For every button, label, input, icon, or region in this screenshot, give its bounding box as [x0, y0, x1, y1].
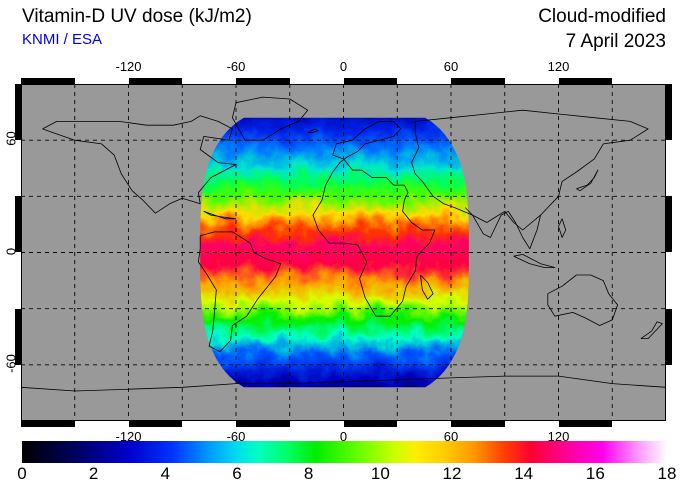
axis-ticks-left	[15, 84, 21, 421]
tick-segment	[451, 78, 505, 84]
tick-segment	[666, 364, 672, 421]
agency-credit: KNMI / ESA	[22, 31, 103, 48]
axis-labels-left: 60 0 -60	[1, 0, 21, 490]
tick-segment	[74, 421, 129, 427]
date-label: 7 April 2023	[565, 31, 666, 52]
tick-segment	[558, 421, 613, 427]
tick-segment	[15, 252, 21, 309]
axis-ticks-right	[666, 84, 672, 421]
tick-segment	[289, 78, 344, 84]
tick-segment	[21, 78, 75, 84]
tick-segment	[666, 84, 672, 141]
tick-segment	[15, 308, 21, 365]
axis-tick-label-lat: -60	[3, 353, 19, 373]
colorbar-tick-label: 2	[88, 464, 99, 483]
product-mode-label: Cloud-modified	[538, 6, 666, 27]
axis-tick-label-lon: -60	[226, 59, 246, 74]
tick-segment	[74, 78, 129, 84]
axis-labels-top: -120 -60 0 60 120	[0, 59, 688, 77]
colorbar-gradient	[22, 441, 667, 463]
axis-tick-label-lon: -60	[226, 429, 246, 444]
tick-segment	[558, 78, 613, 84]
tick-segment	[504, 78, 559, 84]
colorbar	[22, 441, 667, 463]
axis-ticks-bottom	[21, 421, 666, 427]
tick-segment	[451, 421, 505, 427]
axis-labels-bottom: -120 -60 0 60 120	[0, 429, 688, 447]
colorbar-tick-label: 12	[442, 464, 462, 483]
tick-segment	[15, 140, 21, 197]
tick-segment	[21, 421, 75, 427]
axis-tick-label-lon: 60	[443, 429, 459, 444]
tick-segment	[666, 196, 672, 253]
axis-ticks-top	[21, 78, 666, 84]
tick-segment	[289, 421, 344, 427]
axis-tick-label-lon: 0	[339, 429, 348, 444]
tick-segment	[504, 421, 559, 427]
tick-segment	[397, 421, 451, 427]
tick-segment	[666, 252, 672, 309]
axis-tick-label-lon: 120	[547, 429, 570, 444]
tick-segment	[612, 421, 666, 427]
colorbar-tick-labels: 0 2 4 6 8 10 12 14 16 18	[0, 464, 688, 488]
axis-tick-label-lat: 60	[3, 131, 19, 146]
tick-segment	[343, 78, 398, 84]
axis-tick-label-lon: -120	[115, 59, 142, 74]
colorbar-tick-label: 4	[160, 464, 171, 483]
tick-segment	[15, 84, 21, 141]
colorbar-tick-label: 16	[585, 464, 605, 483]
tick-segment	[236, 421, 290, 427]
tick-segment	[182, 421, 236, 427]
tick-segment	[128, 78, 183, 84]
colorbar-tick-label: 18	[657, 464, 677, 483]
axis-tick-label-lat: 0	[3, 247, 19, 255]
axis-tick-label-lon: 60	[443, 59, 459, 74]
colorbar-tick-label: 14	[514, 464, 534, 483]
tick-segment	[236, 78, 290, 84]
map-panel	[21, 84, 666, 421]
graticule	[21, 84, 666, 421]
axis-tick-label-lon: 0	[339, 59, 348, 74]
tick-segment	[397, 78, 451, 84]
tick-segment	[666, 308, 672, 365]
map-canvas	[21, 84, 666, 421]
tick-segment	[15, 196, 21, 253]
axis-tick-label-lon: -120	[115, 429, 142, 444]
tick-segment	[612, 78, 666, 84]
colorbar-tick-label: 8	[303, 464, 314, 483]
tick-segment	[666, 140, 672, 197]
tick-segment	[182, 78, 236, 84]
colorbar-tick-label: 0	[17, 464, 27, 483]
tick-segment	[15, 364, 21, 421]
colorbar-tick-label: 6	[232, 464, 242, 483]
colorbar-tick-label: 10	[370, 464, 390, 483]
tick-segment	[128, 421, 183, 427]
tick-segment	[343, 421, 398, 427]
axis-tick-label-lon: 120	[547, 59, 570, 74]
page-title: Vitamin-D UV dose (kJ/m2)	[22, 6, 252, 27]
